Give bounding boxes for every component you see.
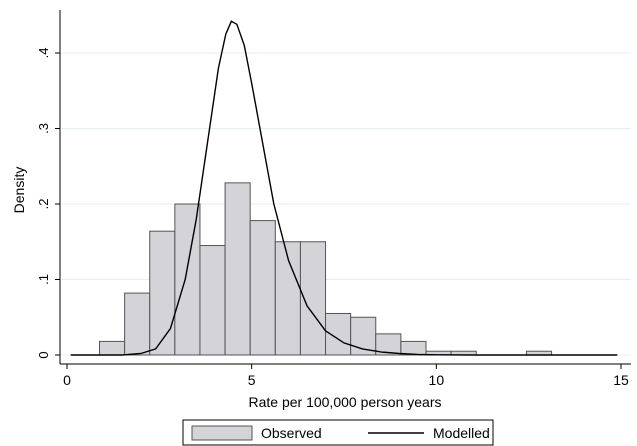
histogram-bar-7 xyxy=(274,241,301,356)
y-tick-label-1: .1 xyxy=(36,274,51,285)
y-tick-label-2: .2 xyxy=(36,199,51,210)
y-tick-label-4: .4 xyxy=(36,48,51,59)
y-tick-label-3: .3 xyxy=(36,123,51,134)
modelled-density-line xyxy=(70,20,618,356)
histogram-bar-0 xyxy=(99,340,126,356)
histogram-bars xyxy=(99,182,553,356)
x-tick-label-3: 15 xyxy=(613,372,629,388)
histogram-bar-4 xyxy=(199,245,226,356)
histogram-bar-6 xyxy=(249,220,276,356)
histogram-bar-12 xyxy=(400,340,427,356)
histogram-bar-5 xyxy=(224,182,251,356)
y-axis-label: Density xyxy=(11,167,27,214)
legend: Observed Modelled xyxy=(182,419,494,446)
legend-swatch-observed xyxy=(191,425,253,441)
x-axis-label: Rate per 100,000 person years xyxy=(248,394,441,410)
histogram-bar-9 xyxy=(325,312,352,356)
x-ticks: 0 5 10 15 xyxy=(63,364,629,388)
y-ticks: 0 .1 .2 .3 .4 xyxy=(36,48,60,359)
histogram-bar-2 xyxy=(149,230,176,356)
histogram-bar-1 xyxy=(124,292,151,356)
x-tick-label-0: 0 xyxy=(63,372,71,388)
histogram-bar-3 xyxy=(174,203,201,356)
x-tick-label-2: 10 xyxy=(429,372,445,388)
axes xyxy=(59,10,631,365)
y-tick-label-0: 0 xyxy=(36,351,51,358)
legend-label-observed: Observed xyxy=(261,425,322,441)
x-tick-label-1: 5 xyxy=(248,372,256,388)
legend-label-modelled: Modelled xyxy=(433,425,490,441)
